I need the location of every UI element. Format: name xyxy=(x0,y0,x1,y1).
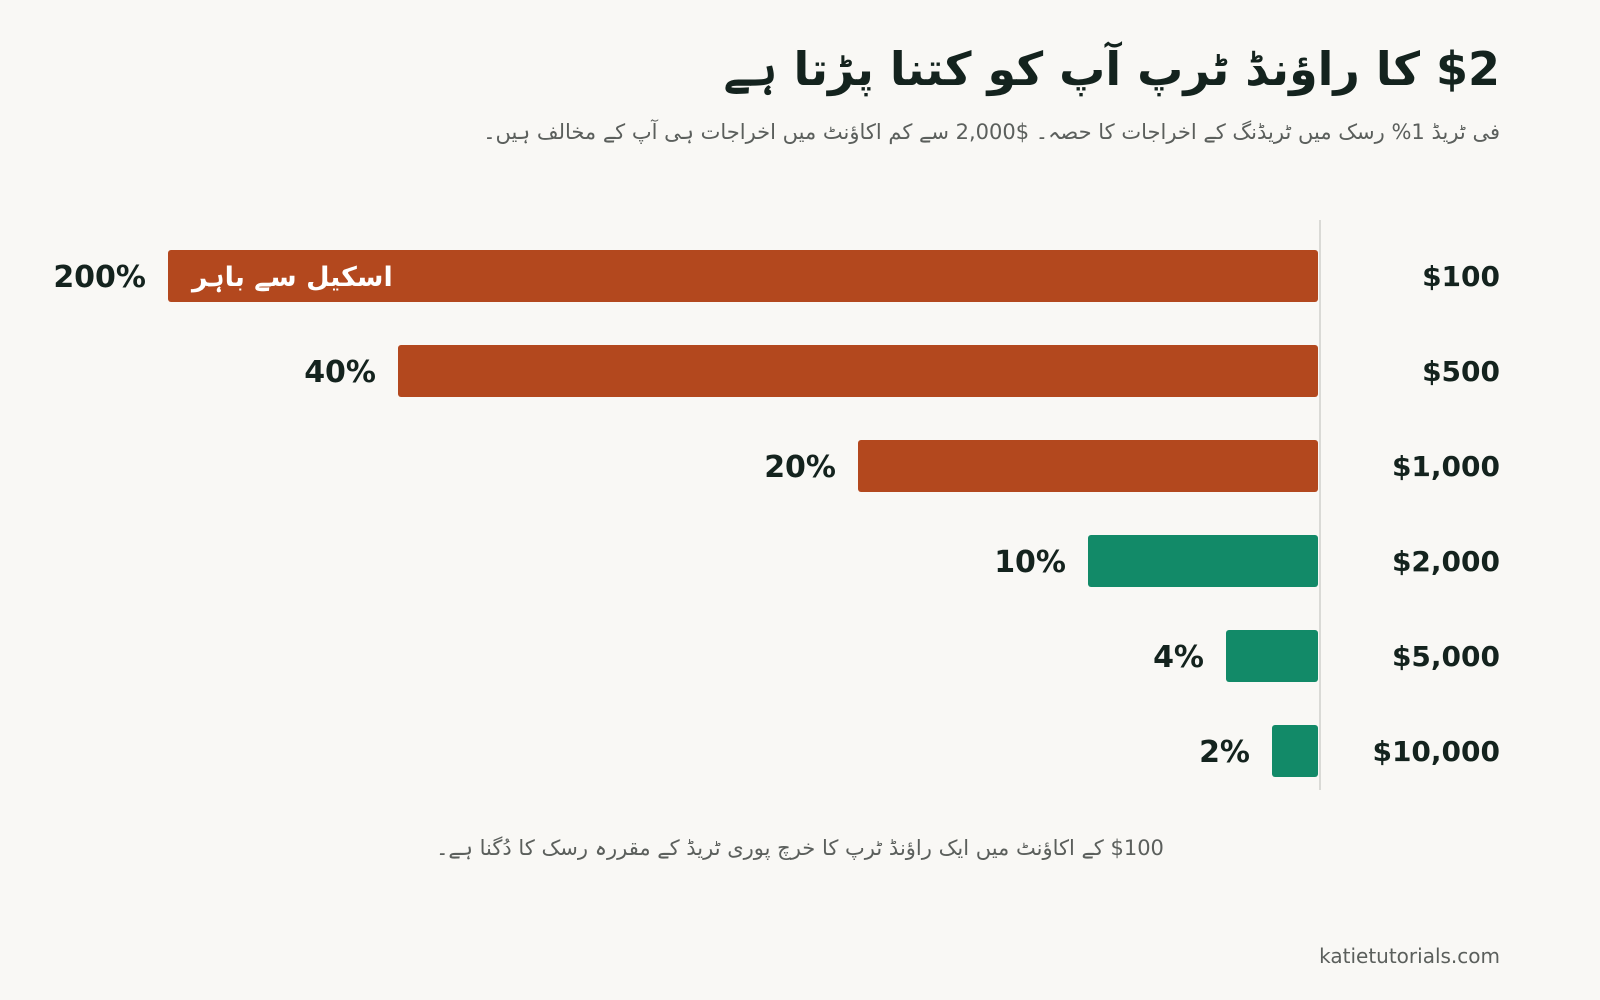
value-label-5: 4% xyxy=(1153,640,1204,675)
value-label-3: 20% xyxy=(764,450,836,485)
bar-6 xyxy=(1272,725,1318,777)
bar-2 xyxy=(398,345,1318,397)
category-label-4: $2,000 xyxy=(1392,545,1500,578)
bar-3 xyxy=(858,440,1318,492)
value-label-2: 40% xyxy=(304,355,376,390)
value-label-1: 200% xyxy=(53,260,146,295)
bar-4 xyxy=(1088,535,1318,587)
category-label-5: $5,000 xyxy=(1392,640,1500,673)
value-label-4: 10% xyxy=(994,545,1066,580)
footnote: $100 کے اکاؤنٹ میں ایک راؤنڈ ٹرپ کا خرچ … xyxy=(436,836,1164,860)
category-label-3: $1,000 xyxy=(1392,450,1500,483)
bar-chart: 200% $100 اسکیل سے باہر 40% $500 20% $1,000 10%… xyxy=(53,220,1500,790)
source-credit: katietutorials.com xyxy=(1319,944,1500,968)
bar-5 xyxy=(1226,630,1318,682)
category-label-1: $100 xyxy=(1422,260,1500,293)
category-label-2: $500 xyxy=(1422,355,1500,388)
category-label-6: $10,000 xyxy=(1372,735,1500,768)
chart-title: $2 کا راؤنڈ ٹرپ آپ کو کتنا پڑتا ہے xyxy=(723,42,1500,96)
value-label-6: 2% xyxy=(1199,735,1250,770)
bar-1 xyxy=(168,250,1318,302)
chart-subtitle: فی ٹریڈ 1% رسک میں ٹریڈنگ کے اخراجات کا … xyxy=(483,120,1500,144)
off-scale-label: اسکیل سے باہر xyxy=(190,262,393,293)
